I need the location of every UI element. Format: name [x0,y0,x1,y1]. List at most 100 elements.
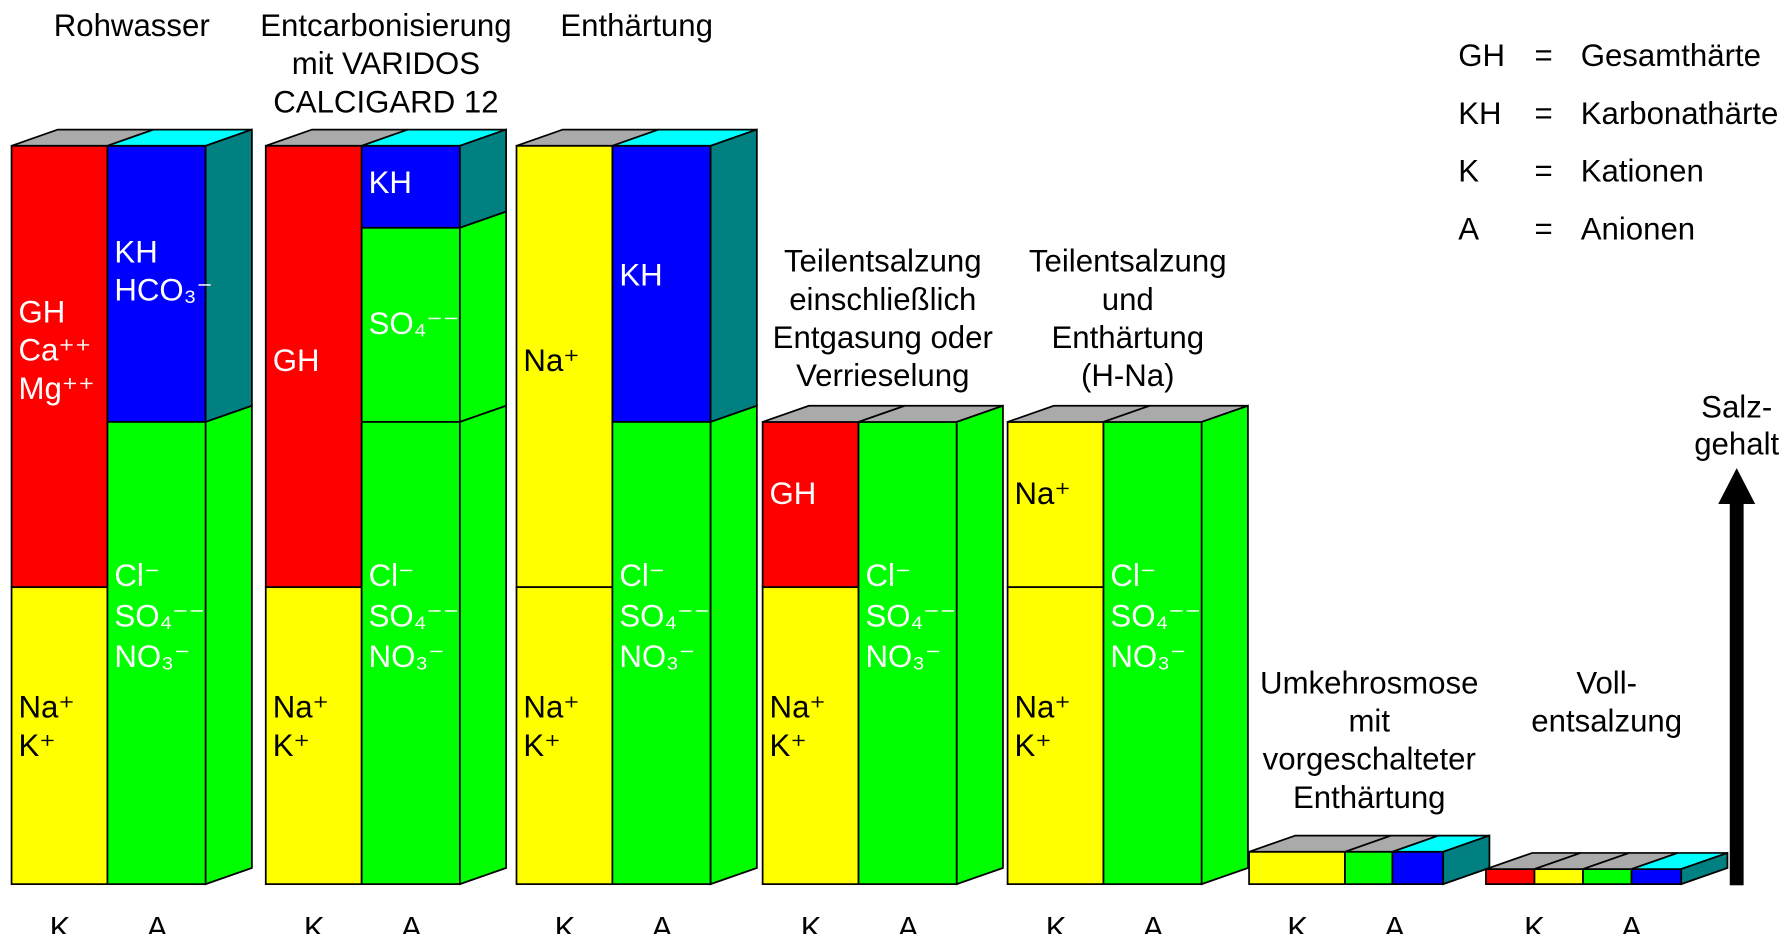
column-title: Teilentsalzung [784,244,982,279]
column-title: Entgasung oder [773,320,993,355]
segment-label: Na⁺ [1015,476,1071,511]
segment [1344,850,1394,885]
segment-label: NO₃⁻ [865,639,941,674]
side [709,404,758,886]
segment-label: NO₃⁻ [114,639,190,674]
side [204,404,253,886]
segment-label: K⁺ [523,728,560,763]
column-title: (H-Na) [1081,358,1175,393]
segment-label: Na⁺ [1015,690,1071,725]
segment [1630,868,1683,885]
segment-label: NO₃⁻ [1110,639,1186,674]
segment-label: KH [369,165,412,200]
segment-label: Na⁺ [273,690,329,725]
column-title: vorgeschalteter [1263,742,1476,777]
column-title: Enthärtung [1051,320,1204,355]
segment [1485,868,1536,885]
segment [1248,850,1346,885]
segment [1391,850,1445,885]
legend-text: Anionen [1581,211,1695,246]
segment-label: Na⁺ [523,690,579,725]
segment [611,421,712,885]
a-label: A [898,910,919,934]
k-label: K [1524,910,1545,934]
segment-label: KH [619,258,662,293]
segment-label: SO₄⁻⁻ [619,598,710,633]
column-title: einschließlich [789,282,976,317]
column-title: Rohwasser [54,8,210,43]
segment-label: Cl⁻ [1110,558,1156,593]
segment [611,144,712,423]
segment [1102,421,1203,885]
segment-label: SO₄⁻⁻ [114,598,205,633]
segment-label: Cl⁻ [865,558,911,593]
segment [10,586,109,885]
k-label: K [1046,910,1067,934]
legend-abbr: K [1458,154,1479,189]
a-label: A [1621,910,1642,934]
legend-text: Karbonathärte [1581,96,1779,131]
column-title: mit [1348,704,1390,739]
legend-eq: = [1534,211,1552,246]
column-title: Teilentsalzung [1029,244,1227,279]
segment [360,226,461,423]
column-title: mit VARIDOS [292,46,480,81]
side [955,404,1004,886]
segment [106,421,207,885]
segment-label: Cl⁻ [369,558,415,593]
a-label: A [1143,910,1164,934]
arrow-head [1718,468,1756,504]
segment-label: NO₃⁻ [369,639,445,674]
arrow-label: gehalt [1694,426,1779,461]
segment-label: K⁺ [273,728,310,763]
legend-eq: = [1534,38,1552,73]
segment [761,421,860,589]
segment [264,586,363,885]
segment-label: Mg⁺⁺ [18,371,94,406]
segment-label: Cl⁻ [619,558,665,593]
k-label: K [50,910,71,934]
segment-label: K⁺ [770,728,807,763]
segment [360,421,461,885]
column-title: Enthärtung [560,8,713,43]
a-label: A [401,910,422,934]
segment-label: SO₄⁻⁻ [369,306,460,341]
side [709,128,758,424]
segment-label: Na⁺ [18,690,74,725]
side [1680,851,1729,886]
legend-abbr: A [1458,211,1479,246]
column-title: Verrieselung [796,358,969,393]
legend-eq: = [1534,154,1552,189]
segment-label: GH [18,295,65,330]
arrow-label: Salz- [1701,389,1772,424]
legend-abbr: GH [1458,38,1505,73]
segment-label: K⁺ [1015,728,1052,763]
a-label: A [1384,910,1405,934]
legend-text: Kationen [1581,154,1704,189]
segment-label: Ca⁺⁺ [18,333,91,368]
side [459,128,507,230]
segment-label: HCO₃⁻ [114,273,212,308]
segment-label: Na⁺ [523,343,579,378]
segment [1533,868,1584,885]
arrow-shaft [1729,499,1744,886]
k-label: K [304,910,325,934]
column-title: und [1102,282,1154,317]
segment [761,586,860,885]
k-label: K [1287,910,1308,934]
segment [1006,586,1105,885]
segment-label: NO₃⁻ [619,639,695,674]
segment-label: K⁺ [18,728,55,763]
legend-eq: = [1534,96,1552,131]
segment-label: KH [114,234,157,269]
segment-label: SO₄⁻⁻ [865,598,956,633]
column-title: Entcarbonisierung [260,8,511,43]
k-label: K [801,910,822,934]
column-title: Umkehrosmose [1260,665,1478,700]
segment-label: SO₄⁻⁻ [1110,598,1201,633]
legend-abbr: KH [1458,96,1501,131]
a-label: A [652,910,673,934]
column-title: CALCIGARD 12 [273,84,498,119]
a-label: A [147,910,168,934]
